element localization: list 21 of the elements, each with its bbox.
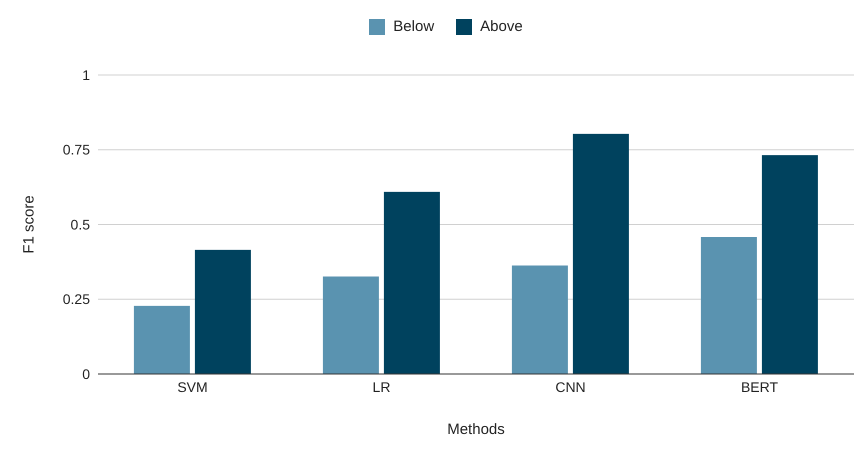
bar [572, 134, 629, 374]
bar [762, 155, 818, 374]
x-tick-label: LR [372, 378, 390, 395]
x-tick-label: BERT [740, 378, 778, 395]
x-axis-title: Methods [447, 421, 505, 438]
y-tick-label: 0.75 [62, 142, 90, 158]
bar [322, 276, 379, 374]
y-tick-label: 0.25 [62, 291, 90, 308]
y-tick-label: 1 [82, 66, 90, 83]
x-tick-label: CNN [555, 378, 586, 395]
y-axis-title: F1 score [20, 195, 38, 254]
y-tick-label: 0.5 [70, 216, 90, 232]
bar [194, 250, 251, 374]
bar [384, 192, 440, 374]
bar [512, 265, 568, 374]
y-tick-label: 0 [82, 366, 90, 382]
legend-label: Below [392, 18, 434, 35]
bar [134, 306, 190, 374]
legend-label: Above [479, 18, 523, 35]
bar [700, 237, 757, 374]
x-tick-label: SVM [177, 378, 208, 395]
